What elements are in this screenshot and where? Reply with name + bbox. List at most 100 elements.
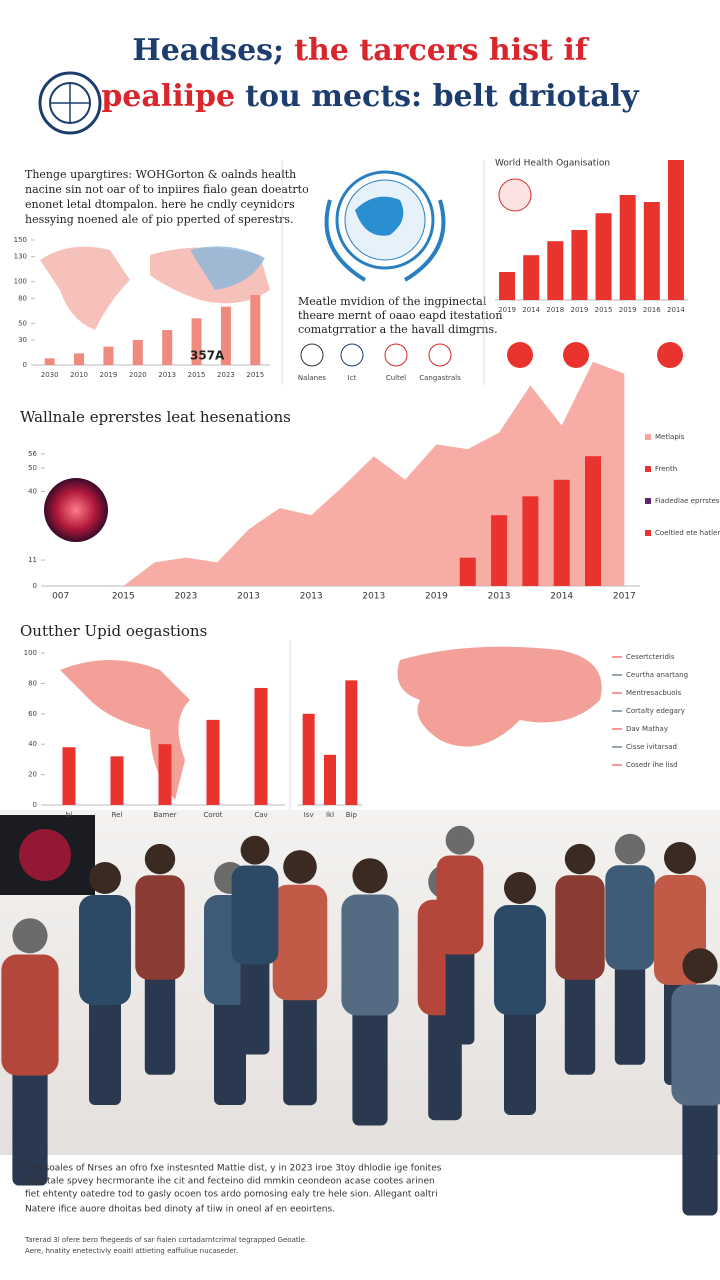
world-map	[397, 646, 602, 747]
emblem-ring	[335, 170, 435, 270]
y-tick-label: 11	[28, 556, 37, 564]
person-body	[671, 984, 720, 1106]
person-legs	[89, 995, 121, 1105]
x-tick-label: 007	[52, 592, 69, 602]
emblem-laurel	[324, 199, 446, 282]
legend-label: Coeltled ete hatlers	[655, 529, 720, 537]
legend-swatch	[645, 466, 651, 472]
icon-row: Nalanes Ict Cultel Cangastrals	[298, 343, 461, 382]
pin	[563, 342, 589, 368]
person-body	[135, 875, 185, 980]
icon-label: Nalanes	[298, 374, 327, 382]
x-tick-label: 2019	[619, 306, 637, 314]
bar	[523, 255, 540, 300]
bar	[132, 340, 143, 365]
y-tick-label: 56	[28, 450, 37, 458]
chart-title: Wallnale eprerstes leat hesenations	[20, 408, 291, 426]
legend-swatch	[645, 530, 651, 536]
person-head	[352, 858, 388, 894]
intro-line: hessying noened ale of pio pperted of sp…	[25, 213, 293, 226]
y-tick-label: 80	[18, 294, 27, 302]
bar	[250, 295, 261, 365]
person-body	[341, 894, 399, 1016]
bar	[522, 496, 539, 586]
x-tick-label: 2018	[546, 306, 564, 314]
y-tick-label: 50	[28, 464, 37, 472]
x-tick-label: 2013	[300, 592, 323, 602]
title-line-2: pealiipe tou mects: belt driotaly	[101, 79, 640, 114]
footer-note: Tarerad 3l ofere bero fhegeeds of sar fi…	[24, 1236, 307, 1244]
x-tick-label: 2015	[112, 592, 135, 602]
person-body	[436, 855, 484, 955]
caption-line: theare mernt of oaao eapd itestation	[298, 309, 502, 322]
bar	[220, 306, 231, 365]
bar	[191, 318, 202, 365]
x-tick-label: 2023	[174, 592, 197, 602]
x-tick-label: 2013	[362, 592, 385, 602]
x-tick-label: Isv	[304, 811, 314, 819]
caption-line: comatgrratior a the havall dimgrns.	[298, 323, 498, 336]
footer-line: Coestale spvey hecrmorante ihe cit and f…	[25, 1177, 435, 1187]
footer-note: Aere, hnatity enetectivly eoaitl attieti…	[25, 1247, 238, 1255]
virus-image	[44, 478, 108, 542]
person-body	[605, 865, 655, 970]
y-tick-label: 40	[28, 740, 37, 748]
y-tick-label: 130	[14, 253, 27, 261]
icon-label: Cultel	[386, 374, 406, 382]
person-legs	[352, 1004, 388, 1126]
person	[555, 843, 605, 1075]
bar	[667, 160, 684, 300]
map-region	[190, 246, 265, 290]
x-tick-label: bl	[66, 811, 72, 819]
bar	[499, 272, 516, 300]
y-tick-label: 80	[28, 679, 37, 687]
x-tick-label: 2019	[425, 592, 448, 602]
bar	[547, 241, 564, 300]
icon-label: Ict	[348, 374, 357, 382]
x-tick-label: 2014	[522, 306, 540, 314]
person-body	[555, 875, 605, 980]
un-emblem	[38, 71, 102, 135]
person	[272, 850, 328, 1106]
bar	[162, 330, 173, 365]
bar	[103, 346, 114, 365]
legend-label: Frenth	[655, 465, 677, 473]
y-tick-label: 150	[14, 236, 27, 244]
y-tick-label: 40	[28, 488, 37, 496]
bar	[459, 557, 476, 586]
person	[605, 833, 655, 1065]
person-head	[283, 850, 317, 884]
x-tick-label: 2017	[613, 592, 636, 602]
icon	[300, 343, 324, 367]
person	[436, 825, 484, 1045]
who-emblem	[324, 170, 446, 282]
y-tick-label: 0	[23, 361, 27, 369]
bar	[44, 358, 55, 365]
monitor-virus	[19, 829, 71, 881]
footer-line: Natere ifice auore dhoitas bed dinoty af…	[25, 1205, 335, 1215]
x-tick-label: 2019	[571, 306, 589, 314]
x-tick-label: 2030	[41, 371, 59, 379]
icon	[384, 343, 408, 367]
x-tick-label: 2019	[100, 371, 118, 379]
intro: Thenge upargtires: WOHGorton & oalnds he…	[25, 168, 309, 226]
crowd	[1, 825, 720, 1216]
title-line-1: Headses; the tarcers hist if	[132, 33, 589, 68]
x-tick-label: Rel	[112, 811, 123, 819]
footer-line: The soales of Nrses an ofro fxe instesnt…	[24, 1164, 442, 1174]
side-note: Cesertcteridis	[626, 653, 675, 661]
title-word: Headses;	[132, 33, 284, 68]
y-tick-label: 20	[28, 771, 37, 779]
person-legs	[682, 1094, 718, 1216]
y-tick-label: 100	[14, 278, 27, 286]
icon-label: Cangastrals	[419, 374, 461, 382]
person-head	[664, 842, 696, 874]
pin-row	[507, 342, 683, 368]
side-note: Mentresacbuols	[626, 689, 681, 697]
person-head	[564, 843, 596, 875]
side-note: Cisse ivitarsad	[626, 743, 677, 751]
person-head	[445, 825, 475, 855]
x-tick-label: Corot	[204, 811, 223, 819]
person-head	[89, 862, 121, 894]
person-legs	[504, 1005, 536, 1115]
